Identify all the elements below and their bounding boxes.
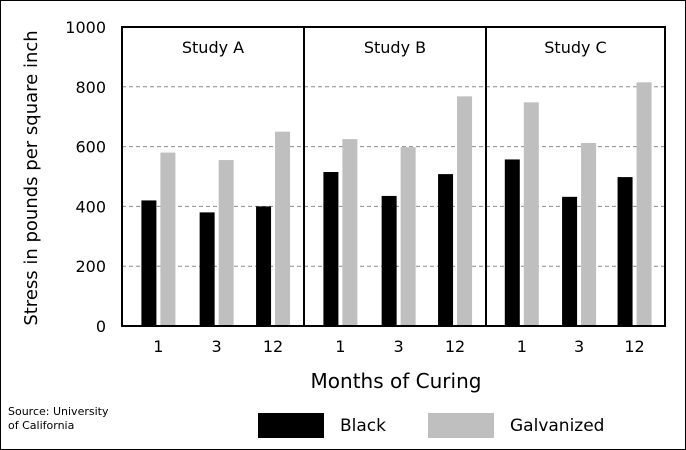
bar-black-study-a-12 xyxy=(256,206,272,326)
bar-galvanized-study-a-1 xyxy=(160,152,176,326)
y-tick-label: 200 xyxy=(75,257,106,276)
y-tick-label: 800 xyxy=(75,78,106,97)
legend: Black Galvanized xyxy=(258,413,604,438)
bar-galvanized-study-c-1 xyxy=(523,102,539,327)
x-tick-label: 12 xyxy=(263,337,283,356)
bar-black-study-b-1 xyxy=(323,172,339,326)
x-tick-label: 3 xyxy=(574,337,584,356)
bar-black-study-c-12 xyxy=(617,177,633,326)
legend-swatch-black xyxy=(258,413,324,438)
panel-title: Study A xyxy=(182,38,244,57)
x-tick-label: 1 xyxy=(153,337,163,356)
bar-black-study-c-3 xyxy=(562,196,578,326)
x-tick-label: 12 xyxy=(445,337,465,356)
x-tick-label: 3 xyxy=(212,337,222,356)
source-note-line-1: Source: University xyxy=(8,405,109,418)
y-axis-label: Stress in pounds per square inch xyxy=(21,30,42,325)
x-tick-label: 1 xyxy=(517,337,527,356)
legend-label-black: Black xyxy=(340,416,386,436)
bar-black-study-a-1 xyxy=(141,200,157,326)
legend-label-galvanized: Galvanized xyxy=(510,416,604,436)
panel-frame-3 xyxy=(485,26,666,327)
x-tick-label: 3 xyxy=(394,337,404,356)
x-tick-label: 1 xyxy=(335,337,345,356)
bar-galvanized-study-a-3 xyxy=(218,160,234,326)
source-note-line-2: of California xyxy=(8,419,74,432)
bar-galvanized-study-a-12 xyxy=(275,131,291,326)
x-tick-label: 12 xyxy=(624,337,644,356)
y-tick-label: 0 xyxy=(96,317,106,336)
bar-black-study-b-12 xyxy=(438,174,454,326)
x-axis-label: Months of Curing xyxy=(311,369,482,393)
bar-black-study-b-3 xyxy=(381,195,397,326)
bar-galvanized-study-b-1 xyxy=(342,139,358,326)
y-tick-label: 400 xyxy=(75,197,106,216)
y-tick-label: 1000 xyxy=(65,18,106,37)
bar-galvanized-study-c-3 xyxy=(581,143,597,326)
y-tick-label: 600 xyxy=(75,138,106,157)
bar-black-study-a-3 xyxy=(199,212,215,326)
panel-title: Study C xyxy=(544,38,606,57)
bar-black-study-c-1 xyxy=(504,159,520,326)
bar-galvanized-study-b-3 xyxy=(400,147,416,326)
panel-title: Study B xyxy=(364,38,426,57)
legend-swatch-galvanized xyxy=(428,413,494,438)
bar-galvanized-study-b-12 xyxy=(457,96,473,326)
bar-galvanized-study-c-12 xyxy=(636,82,652,326)
